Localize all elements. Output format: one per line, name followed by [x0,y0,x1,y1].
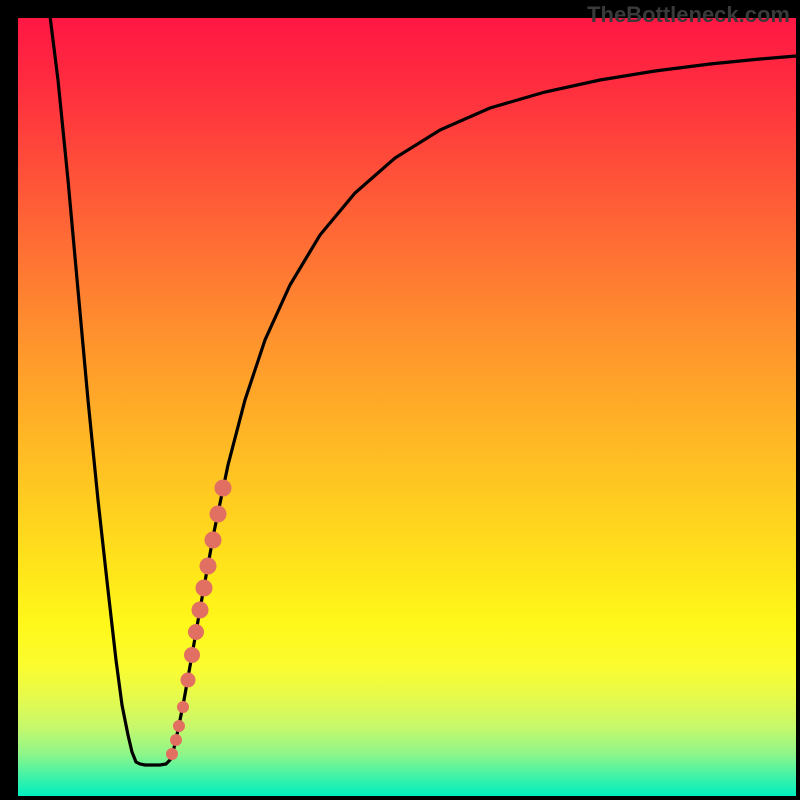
scatter-point [210,506,226,522]
scatter-point [178,702,189,713]
scatter-point [189,625,204,640]
scatter-point [185,648,200,663]
chart-container: TheBottleneck.com [0,0,800,800]
scatter-point [192,602,208,618]
scatter-point [200,558,216,574]
bottleneck-chart [0,0,800,800]
watermark-text: TheBottleneck.com [587,2,790,28]
scatter-point [205,532,221,548]
scatter-point [167,749,178,760]
scatter-point [174,721,185,732]
plot-area [18,18,796,796]
scatter-point [171,735,182,746]
scatter-point [196,580,212,596]
scatter-point [215,480,231,496]
scatter-point [181,673,195,687]
